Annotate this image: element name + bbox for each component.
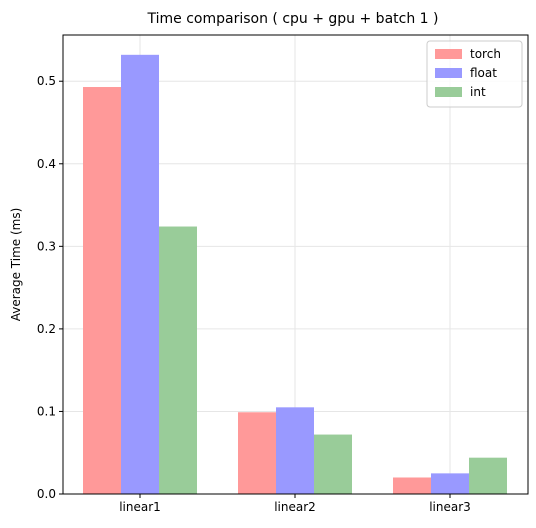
bar-torch-linear3 (393, 477, 431, 494)
y-tick-label: 0.2 (37, 322, 56, 336)
y-tick-label: 0.4 (37, 157, 56, 171)
legend-label-float: float (470, 66, 497, 80)
legend-swatch-int (435, 87, 462, 97)
bars (83, 54, 507, 494)
y-tick-label: 0.0 (37, 487, 56, 501)
bar-int-linear1 (159, 226, 197, 494)
bar-torch-linear2 (238, 412, 276, 494)
y-tick-label: 0.1 (37, 404, 56, 418)
legend-label-torch: torch (470, 47, 501, 61)
legend-swatch-torch (435, 49, 462, 59)
bar-float-linear3 (431, 473, 469, 494)
x-tick-label: linear3 (429, 500, 471, 514)
bar-torch-linear1 (83, 87, 121, 494)
x-tick-label: linear2 (274, 500, 316, 514)
chart-title: Time comparison ( cpu + gpu + batch 1 ) (147, 11, 439, 27)
y-axis-label: Average Time (ms) (9, 208, 23, 322)
y-tick-label: 0.5 (37, 74, 56, 88)
bar-int-linear3 (469, 457, 507, 494)
y-tick-label: 0.3 (37, 239, 56, 253)
y-axis: 0.0 0.1 0.2 0.3 0.4 0.5 (37, 74, 63, 501)
legend: torch float int (426, 40, 523, 108)
legend-swatch-float (435, 68, 462, 78)
x-tick-label: linear1 (119, 500, 161, 514)
bar-float-linear1 (121, 54, 159, 494)
legend-label-int: int (470, 85, 486, 99)
bar-float-linear2 (276, 407, 314, 494)
bar-int-linear2 (314, 434, 352, 494)
x-axis: linear1 linear2 linear3 (119, 494, 471, 514)
